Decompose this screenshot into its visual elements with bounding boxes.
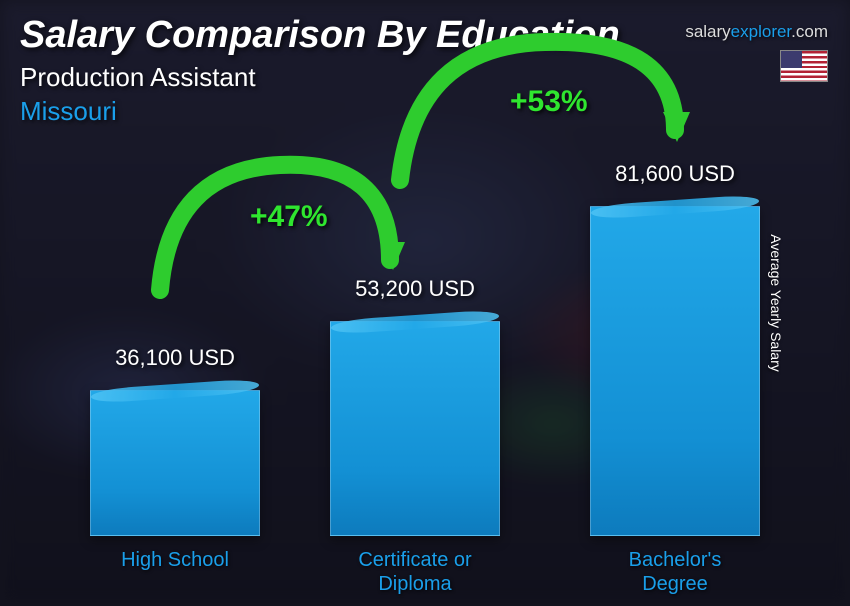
increase-pct-label: +53% (510, 85, 588, 119)
chart-subtitle: Production Assistant (20, 62, 256, 93)
us-flag-icon (780, 50, 828, 82)
bar-hs: 36,100 USDHigh School (90, 390, 260, 536)
increase-pct-label: +47% (250, 200, 328, 234)
watermark: salaryexplorer.com (685, 22, 828, 42)
bar-value-label: 36,100 USD (115, 345, 235, 371)
bar-rect: 36,100 USD (90, 390, 260, 536)
watermark-accent: explorer (731, 22, 791, 41)
bar-category-label: Bachelor'sDegree (629, 548, 722, 596)
watermark-suffix: .com (791, 22, 828, 41)
chart-location: Missouri (20, 96, 117, 127)
bar-category-label: Certificate orDiploma (358, 548, 471, 596)
bar-cd: 53,200 USDCertificate orDiploma (330, 321, 500, 536)
increase-arrow-1 (130, 150, 410, 320)
bar-rect: 81,600 USD (590, 206, 760, 536)
bar-top-ellipse (91, 378, 259, 404)
bar-category-label: High School (121, 548, 229, 572)
bar-rect: 53,200 USD (330, 321, 500, 536)
bar-bd: 81,600 USDBachelor'sDegree (590, 206, 760, 536)
